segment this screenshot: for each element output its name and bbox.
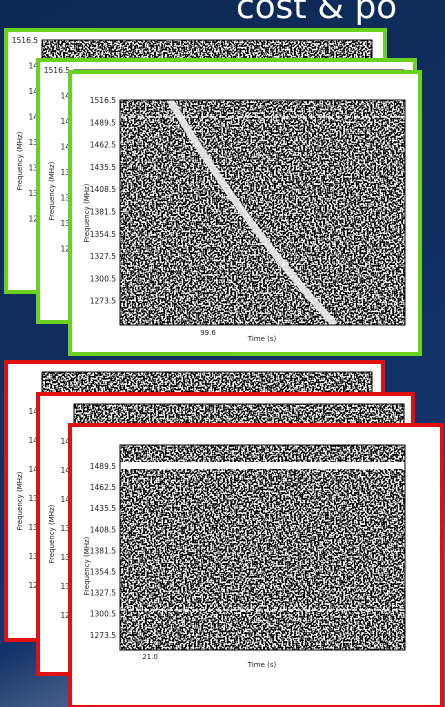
y-tick-label: 1408.5 — [90, 185, 116, 194]
x-axis-label: Time (s) — [247, 335, 277, 343]
y-tick-label: 1354.5 — [90, 568, 116, 577]
x-tick-label: 99.6 — [200, 329, 216, 337]
y-tick-label: 1489.5 — [90, 118, 116, 127]
y-tick-label: 1489.5 — [90, 462, 116, 471]
noise — [120, 100, 405, 325]
title: cost & po — [236, 0, 397, 27]
y-axis-label: Frequency (MHz) — [16, 471, 24, 530]
y-tick-label: 1516.5 — [90, 96, 116, 105]
plot-card: 1516.5 1489.5 1462.5 1435.5 1408.5 1381.5 1354… — [70, 72, 420, 354]
slide: cost & po 1516.514141413131312Frequency … — [0, 0, 445, 707]
y-axis-label: Frequency (MHz) — [83, 183, 91, 242]
rfi-band — [120, 462, 405, 469]
y-tick-label: 1300.5 — [90, 274, 116, 283]
y-axis-label: Frequency (MHz) — [48, 161, 56, 220]
y-tick-label: 1435.5 — [90, 504, 116, 513]
y-tick-label: 1516.5 — [44, 66, 70, 75]
y-tick-label: 1381.5 — [90, 208, 116, 217]
y-axis-label: Frequency (MHz) — [48, 504, 56, 563]
y-tick-label: 1300.5 — [90, 610, 116, 619]
page: {"header": {"title_fragment": "cost & po… — [0, 0, 445, 707]
y-tick-label: 1462.5 — [90, 483, 116, 492]
plot-card: 1489.5 1462.5 1435.5 1408.5 1381.5 1354.5 1327… — [70, 425, 442, 707]
y-tick-label: 1381.5 — [90, 546, 116, 555]
noise — [120, 445, 405, 650]
y-tick-label: 1327.5 — [90, 252, 116, 261]
x-axis-label: Time (s) — [247, 661, 277, 669]
y-tick-label: 1327.5 — [90, 589, 116, 598]
y-tick-label: 1273.5 — [90, 297, 116, 306]
y-tick-label: 1435.5 — [90, 163, 116, 172]
y-axis-label: Frequency (MHz) — [83, 536, 91, 595]
y-tick-label: 1462.5 — [90, 141, 116, 150]
y-tick-label: 1516.5 — [12, 36, 38, 45]
y-tick-label: 1408.5 — [90, 525, 116, 534]
y-tick-label: 1273.5 — [90, 631, 116, 640]
y-tick-label: 1354.5 — [90, 230, 116, 239]
x-tick-label: 21.0 — [142, 653, 158, 661]
y-axis-label: Frequency (MHz) — [16, 131, 24, 190]
